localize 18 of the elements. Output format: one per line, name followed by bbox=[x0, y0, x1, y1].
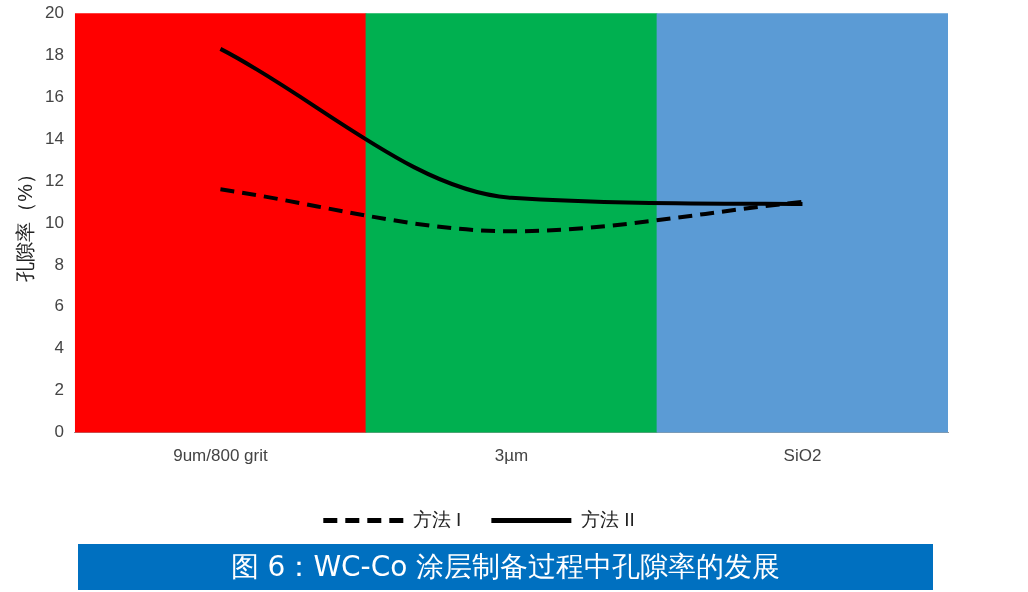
x-tick-label: 3µm bbox=[494, 446, 529, 466]
legend-label: 方法 II bbox=[580, 508, 635, 530]
y-tick-label: 20 bbox=[44, 2, 64, 22]
y-tick-label: 14 bbox=[44, 128, 64, 148]
y-tick-label: 4 bbox=[54, 338, 64, 358]
y-tick-label: 0 bbox=[54, 422, 64, 442]
y-tick-label: 2 bbox=[54, 380, 64, 400]
y-tick-label: 8 bbox=[54, 254, 64, 274]
y-tick-label: 16 bbox=[44, 86, 64, 106]
y-axis-title: 孔隙率（%） bbox=[13, 164, 36, 282]
legend-label: 方法 I bbox=[412, 508, 462, 530]
y-tick-label: 12 bbox=[44, 170, 64, 190]
x-tick-label: SiO2 bbox=[783, 446, 822, 466]
x-tick-label: 9um/800 grit bbox=[173, 446, 268, 466]
y-tick-label: 18 bbox=[44, 44, 64, 64]
y-tick-label: 10 bbox=[44, 212, 64, 232]
caption: 图 6：WC-Co 涂层制备过程中孔隙率的发展 bbox=[78, 544, 933, 590]
y-tick-label: 6 bbox=[54, 296, 64, 316]
